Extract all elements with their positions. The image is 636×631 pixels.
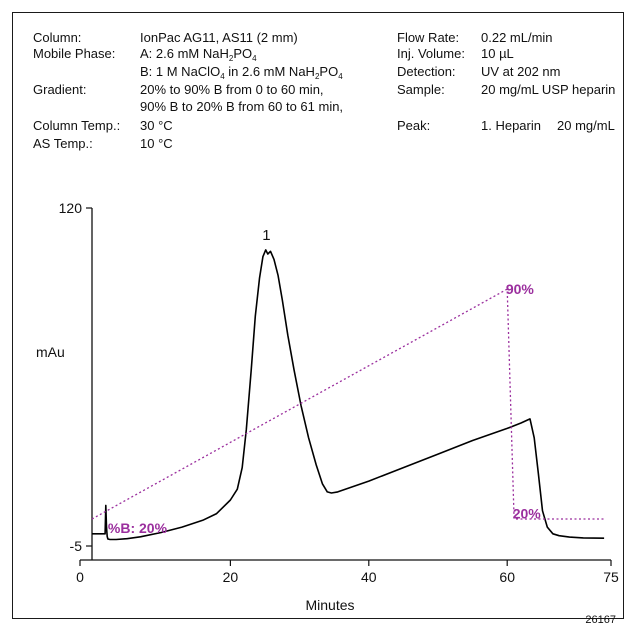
- as-temp-value: 10 °C: [140, 136, 173, 151]
- peak-label: Peak:: [397, 118, 430, 133]
- column-label: Column:: [33, 30, 81, 45]
- gradient-annotation: %B: 20%: [108, 520, 168, 536]
- sample-value: 20 mg/mL USP heparin: [481, 82, 615, 97]
- detection-value: UV at 202 nm: [481, 64, 561, 79]
- as-temp-label: AS Temp.:: [33, 136, 93, 151]
- gradient-line-1: 20% to 90% B from 0 to 60 min,: [140, 82, 324, 97]
- gradient-annotation: 90%: [506, 281, 535, 297]
- y-tick-label: 120: [59, 200, 83, 216]
- y-axis-label: mAu: [36, 344, 65, 360]
- flow-rate-label: Flow Rate:: [397, 30, 459, 45]
- x-tick-label: 40: [361, 569, 377, 585]
- flow-rate-value: 0.22 mL/min: [481, 30, 553, 45]
- peak-number-label: 1: [262, 227, 270, 244]
- figure-id: 26167: [585, 614, 616, 626]
- axes: mAu Minutes 26167: [36, 208, 616, 626]
- x-tick-label: 75: [603, 569, 619, 585]
- conditions-right: Flow Rate: 0.22 mL/min Inj. Volume: 10 µ…: [397, 30, 615, 133]
- peak-name: 1. Heparin: [481, 118, 541, 133]
- chromatogram-trace: [92, 249, 605, 541]
- peak-concentration: 20 mg/mL: [557, 118, 615, 133]
- x-tick-label: 60: [499, 569, 515, 585]
- x-axis-label: Minutes: [305, 597, 354, 613]
- mobile-phase-a-value: A: 2.6 mM NaH2PO4: [140, 46, 257, 63]
- inj-volume-label: Inj. Volume:: [397, 46, 465, 61]
- column-temp-value: 30 °C: [140, 118, 173, 133]
- ticks: 0 20 40 60 75 -5 120: [59, 200, 619, 585]
- column-temp-label: Column Temp.:: [33, 118, 120, 133]
- plot-area: 1 %B: 20% 90% 20%: [91, 227, 605, 541]
- gradient-label: Gradient:: [33, 82, 86, 97]
- figure-frame: [12, 12, 624, 619]
- mobile-phase-label: Mobile Phase:: [33, 46, 115, 61]
- x-tick-label: 20: [223, 569, 239, 585]
- sample-label: Sample:: [397, 82, 445, 97]
- column-value: IonPac AG11, AS11 (2 mm): [140, 30, 298, 45]
- gradient-line-2: 90% B to 20% B from 60 to 61 min,: [140, 99, 343, 114]
- mobile-phase-b-value: B: 1 M NaClO4 in 2.6 mM NaH2PO4: [140, 64, 343, 81]
- inj-volume-value: 10 µL: [481, 46, 514, 61]
- detection-label: Detection:: [397, 64, 456, 79]
- y-tick-label: -5: [70, 538, 83, 554]
- gradient-annotation: 20%: [513, 506, 542, 522]
- x-tick-label: 0: [76, 569, 84, 585]
- conditions-left: Column: IonPac AG11, AS11 (2 mm) Mobile …: [33, 30, 343, 151]
- gradient-percent-b-line: [91, 288, 605, 520]
